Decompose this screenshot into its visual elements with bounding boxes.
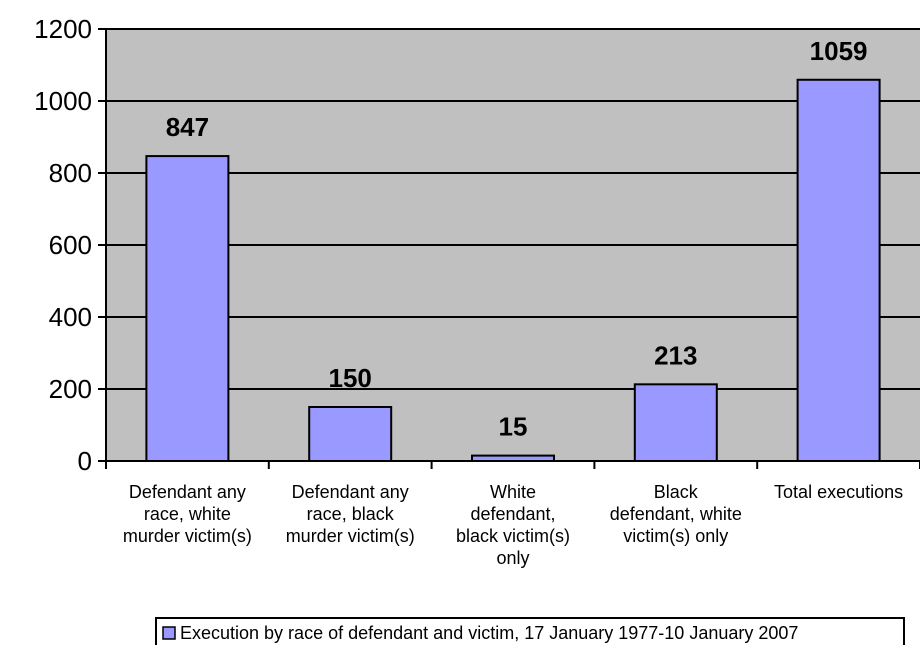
x-category-label: Total executions [774,482,903,502]
x-category-label: White defendant, black victim(s) only [456,482,570,568]
y-tick-label: 1200 [34,14,92,44]
bar-value-label: 150 [329,363,372,393]
axes [98,28,920,469]
y-tick-label: 600 [49,230,92,260]
x-axis-labels: Defendant any race, white murder victim(s)… [123,482,903,568]
bar-value-label: 15 [499,412,528,442]
bar [145,155,230,463]
y-tick-label: 200 [49,374,92,404]
bar [796,78,881,462]
bar-value-label: 847 [166,112,209,142]
legend: Execution by race of defendant and victi… [155,617,905,645]
bar [633,383,718,463]
bar-value-label: 1059 [810,36,868,66]
legend-swatch [162,626,176,640]
y-axis-ticks: 0 200 400 600 800 1000 1200 [34,14,92,476]
bar [308,406,393,462]
y-tick-label: 800 [49,158,92,188]
gridlines [106,28,920,390]
y-tick-label: 400 [49,302,92,332]
y-tick-label: 0 [78,446,92,476]
data-labels: 847 150 15 213 1059 [166,36,868,442]
legend-box [155,617,905,645]
x-category-label: Black defendant, white victim(s) only [610,482,742,546]
bar-value-label: 213 [654,340,697,370]
x-category-label: Defendant any race, white murder victim(s) [123,482,252,546]
y-tick-label: 1000 [34,86,92,116]
x-category-label: Defendant any race, black murder victim(s) [286,482,415,546]
legend-label: Execution by race of defendant and victi… [180,623,798,643]
bars [145,78,881,463]
